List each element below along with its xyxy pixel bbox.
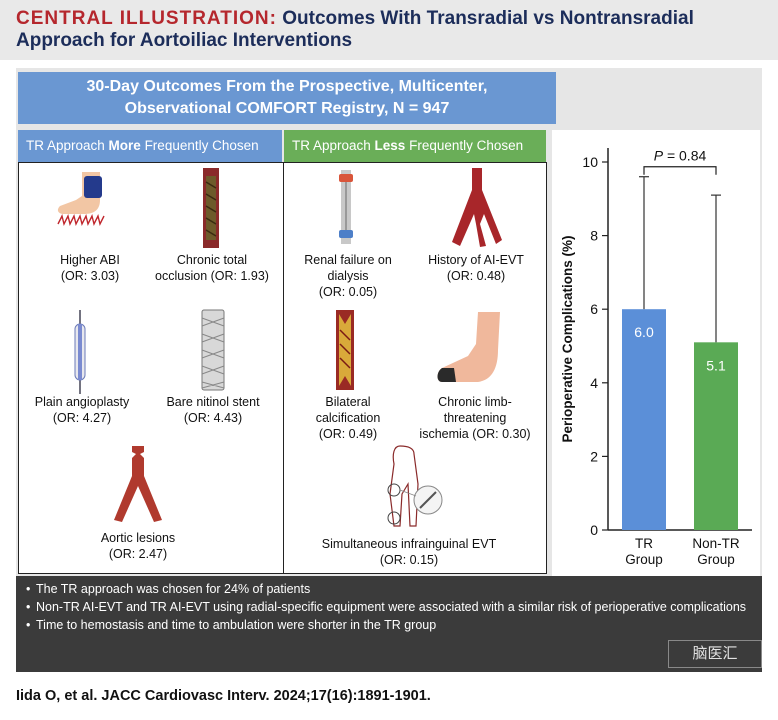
citation: Iida O, et al. JACC Cardiovasc Interv. 2… <box>16 688 431 704</box>
right-item-5: Simultaneous infrainguinal EVT (OR: 0.15) <box>302 536 516 568</box>
right-head-post: Frequently Chosen <box>405 138 524 153</box>
item-text: Bare nitinol stent <box>166 395 260 409</box>
item-or: (OR: 2.47) <box>108 547 168 561</box>
item-or: (OR: 4.27) <box>52 411 112 425</box>
title-text: Outcomes With Transradial vs Nontransrad… <box>282 8 694 29</box>
bullet-item: Time to hemostasis and time to ambulatio… <box>26 618 754 633</box>
item-text: Higher ABI <box>60 253 120 267</box>
title-prefix: CENTRAL ILLUSTRATION: <box>16 8 277 29</box>
item-or: (OR: 3.03) <box>60 269 120 283</box>
right-item-1: Renal failure on dialysis (OR: 0.05) <box>292 252 404 300</box>
right-item-3: Bilateral calcification (OR: 0.49) <box>298 394 398 442</box>
item-or: ischemia (OR: 0.30) <box>419 427 531 441</box>
calcified-vessel-icon <box>336 310 354 390</box>
x-tick-label: TR <box>635 536 653 551</box>
right-head-pre: TR Approach <box>292 138 375 153</box>
right-head-bold: Less <box>374 138 406 153</box>
banner-line-2: Observational COMFORT Registry, N = 947 <box>124 100 450 117</box>
bar-value-label: 5.1 <box>706 357 726 373</box>
y-tick-label: 6 <box>590 301 598 317</box>
key-points-box: The TR approach was chosen for 24% of pa… <box>16 576 762 672</box>
right-item-2: History of AI-EVT (OR: 0.48) <box>414 252 538 284</box>
title-line-2: Approach for Aortoiliac Interventions <box>16 30 353 51</box>
x-tick-label: Group <box>697 552 735 567</box>
leg-cuff-icon <box>57 172 105 227</box>
header: CENTRAL ILLUSTRATION: Outcomes With Tran… <box>0 0 778 60</box>
item-text: Chronic total <box>176 253 248 267</box>
left-item-2: Chronic total occlusion (OR: 1.93) <box>142 252 282 284</box>
significance-bracket <box>643 166 717 175</box>
item-text: Simultaneous infrainguinal EVT <box>321 537 497 551</box>
dialysis-tube-icon <box>339 170 353 244</box>
item-or: (OR: 0.05) <box>318 285 378 299</box>
item-text: Aortic lesions <box>100 531 176 545</box>
y-tick-label: 8 <box>590 228 598 244</box>
item-or: (OR: 0.49) <box>318 427 378 441</box>
item-text: calcification <box>315 411 381 425</box>
body-vasculature-icon <box>387 445 443 527</box>
y-axis-label: Perioperative Complications (%) <box>560 235 575 442</box>
left-head-pre: TR Approach <box>26 138 109 153</box>
x-tick-label: Non-TR <box>692 536 740 551</box>
p-value-label: P = 0.84 <box>654 148 707 164</box>
y-tick-label: 4 <box>590 375 598 391</box>
y-tick-label: 0 <box>590 522 598 538</box>
aortoiliac-artery-icon <box>452 168 502 247</box>
left-item-1: Higher ABI (OR: 3.03) <box>40 252 140 284</box>
y-tick-label: 2 <box>590 448 598 464</box>
left-item-4: Bare nitinol stent (OR: 4.43) <box>150 394 276 426</box>
ischemic-foot-icon <box>437 312 500 382</box>
item-text: Renal failure on <box>304 253 392 267</box>
registry-banner: 30-Day Outcomes From the Prospective, Mu… <box>18 72 556 124</box>
item-text: threatening <box>443 411 507 425</box>
chart-area: 0 2 4 6 8 10 Perioperative Complications (%) 6.… <box>552 130 760 576</box>
occluded-vessel-icon <box>203 168 219 248</box>
item-text: Plain angioplasty <box>34 395 130 409</box>
left-column-header: TR Approach More Frequently Chosen <box>18 130 282 162</box>
watermark-logo: 脑医汇 <box>668 640 762 668</box>
stent-icon <box>201 309 225 391</box>
item-or: (OR: 0.15) <box>379 553 439 567</box>
right-column-header: TR Approach Less Frequently Chosen <box>284 130 546 162</box>
item-or: (OR: 4.43) <box>183 411 243 425</box>
y-tick-label: 10 <box>582 154 598 170</box>
left-head-bold: More <box>108 138 141 153</box>
complications-bar-chart: 0 2 4 6 8 10 Perioperative Complications (%) 6.… <box>552 130 760 576</box>
item-or: (OR: 0.48) <box>446 269 506 283</box>
item-text: Bilateral <box>325 395 371 409</box>
left-item-5: Aortic lesions (OR: 2.47) <box>80 530 196 562</box>
balloon-catheter-icon <box>74 310 86 394</box>
bar-value-label: 6.0 <box>634 324 654 340</box>
banner-line-1: 30-Day Outcomes From the Prospective, Mu… <box>86 78 488 95</box>
item-text: dialysis <box>327 269 369 283</box>
x-tick-label: Group <box>625 552 663 567</box>
bullet-item: The TR approach was chosen for 24% of pa… <box>26 582 754 597</box>
left-item-3: Plain angioplasty (OR: 4.27) <box>22 394 142 426</box>
right-item-4: Chronic limb-threatening ischemia (OR: 0.… <box>408 394 542 442</box>
item-text: Chronic limb- <box>438 395 512 409</box>
item-text: History of AI-EVT <box>428 253 524 267</box>
bullet-item: Non-TR AI-EVT and TR AI-EVT using radial… <box>26 600 754 615</box>
bar <box>694 342 738 530</box>
title-line-1: CENTRAL ILLUSTRATION: Outcomes With Tran… <box>16 8 762 30</box>
item-or: occlusion (OR: 1.93) <box>155 269 269 283</box>
aortic-bifurcation-icon <box>114 446 162 522</box>
left-head-post: Frequently Chosen <box>140 138 259 153</box>
bar <box>622 309 666 530</box>
